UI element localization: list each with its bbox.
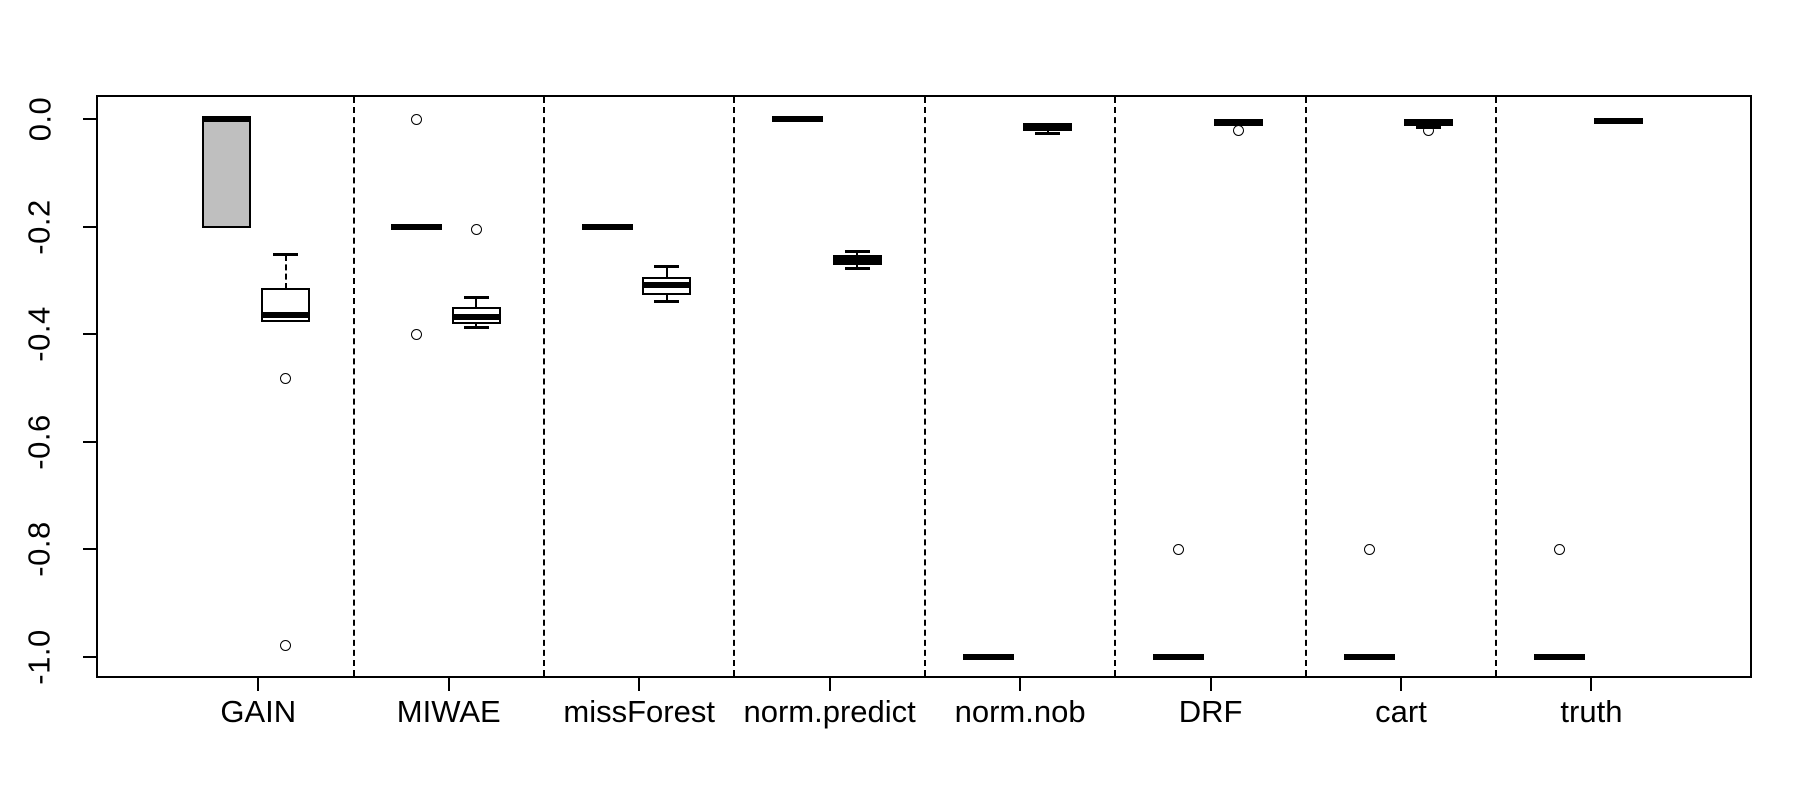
x-tick — [828, 676, 831, 691]
upper-whisker-cap-MIWAE-right — [463, 295, 489, 299]
upper-whisker-cap-norm.predict-right — [844, 250, 870, 254]
panel-separator — [733, 97, 736, 676]
x-category-label: truth — [1560, 694, 1623, 729]
lower-whisker-cap-norm.nob-right — [1035, 132, 1061, 135]
y-tick-label: -0.8 — [12, 489, 68, 609]
median-line-norm.predict-right — [832, 256, 882, 263]
lower-whisker-cap-norm.predict-right — [844, 266, 870, 270]
median-line-MIWAE-right — [451, 313, 501, 320]
outlier-point-cart-right — [1423, 124, 1434, 136]
outlier-point-MIWAE-left — [411, 328, 423, 340]
y-tick-label: -0.2 — [12, 167, 68, 287]
x-category-label: norm.predict — [743, 694, 916, 729]
panel-separator — [352, 97, 355, 676]
x-tick — [257, 676, 260, 691]
x-category-label: norm.nob — [954, 694, 1086, 729]
y-tick-label-text: -1.0 — [21, 628, 57, 685]
x-tick — [1590, 676, 1593, 691]
panel-separator — [542, 97, 545, 676]
outlier-point-DRF-left — [1173, 543, 1185, 555]
x-tick — [1019, 676, 1022, 691]
boxplot-flat-norm.nob-left — [962, 653, 1014, 660]
y-tick — [83, 118, 98, 120]
boxplot-flat-norm.predict-left — [772, 116, 824, 122]
upper-whisker-cap-GAIN-right — [273, 253, 299, 257]
lower-whisker-missForest-right — [665, 294, 668, 302]
panel-separator — [923, 97, 926, 676]
y-tick-label-text: -0.2 — [21, 198, 57, 255]
median-line-DRF-right — [1213, 119, 1263, 126]
x-tick — [638, 676, 641, 691]
y-tick-label: -0.4 — [12, 274, 68, 394]
y-tick-label: -0.6 — [12, 382, 68, 502]
boxplot-flat-MIWAE-left — [391, 223, 443, 230]
x-tick — [1400, 676, 1402, 691]
box-GAIN-left — [202, 118, 251, 228]
lower-whisker-cap-missForest-right — [654, 300, 680, 304]
lower-whisker-norm.predict-right — [856, 264, 859, 269]
upper-whisker-MIWAE-right — [475, 297, 478, 308]
y-tick-label: 0.0 — [12, 59, 68, 179]
outlier-point-GAIN-right — [280, 372, 292, 384]
y-tick — [83, 440, 98, 443]
median-line-truth-right — [1594, 118, 1644, 125]
x-tick — [1209, 676, 1212, 691]
panel-separator — [1114, 97, 1117, 676]
outlier-point-DRF-right — [1232, 124, 1244, 136]
y-tick-label-text: -0.6 — [21, 413, 57, 470]
x-category-label: DRF — [1178, 694, 1243, 729]
y-tick-label-text: 0.0 — [21, 96, 57, 142]
y-tick — [83, 225, 98, 228]
panel-separator — [1495, 97, 1498, 676]
plot-area: 0.0 -0.2 -0.4 -0.6 -0.8 -1.0 GAIN MIWAE missFore… — [22, 95, 1752, 729]
upper-whisker-cap-missForest-right — [654, 265, 680, 269]
y-tick-label-text: -0.8 — [21, 521, 57, 577]
lower-whisker-norm.nob-right — [1046, 130, 1049, 134]
upper-whisker-GAIN-right — [284, 254, 287, 290]
median-line-GAIN-right — [261, 312, 311, 319]
outlier-point-truth-left — [1554, 543, 1566, 555]
x-tick — [447, 676, 450, 691]
x-category-label: MIWAE — [396, 694, 501, 729]
upper-whisker-norm.predict-right — [856, 251, 859, 256]
outlier-point-MIWAE-left — [411, 113, 423, 125]
y-tick — [83, 333, 98, 335]
lower-whisker-MIWAE-right — [475, 322, 478, 327]
x-category-label: cart — [1375, 694, 1427, 729]
outlier-point-MIWAE-right — [470, 224, 482, 236]
outlier-point-GAIN-right — [280, 640, 292, 652]
boxplot-flat-DRF-left — [1153, 653, 1205, 660]
median-line-GAIN-left — [202, 116, 251, 122]
x-category-label: missForest — [563, 694, 715, 729]
panel-separator — [1304, 97, 1307, 676]
upper-whisker-missForest-right — [665, 266, 668, 279]
y-tick-label: -1.0 — [12, 597, 68, 717]
y-tick — [83, 655, 98, 658]
y-tick — [83, 548, 98, 550]
boxplot-flat-cart-left — [1343, 653, 1395, 660]
boxplot-flat-missForest-left — [581, 223, 633, 230]
outlier-point-cart-left — [1363, 543, 1375, 555]
median-line-missForest-right — [642, 282, 692, 289]
plot-border — [96, 95, 1752, 678]
median-line-norm.nob-right — [1023, 124, 1073, 131]
boxplot-flat-truth-left — [1534, 653, 1586, 660]
lower-whisker-cap-MIWAE-right — [463, 325, 489, 329]
y-tick-label-text: -0.4 — [21, 306, 57, 362]
x-category-label: GAIN — [220, 694, 297, 729]
median-line-cart-right — [1404, 119, 1453, 126]
